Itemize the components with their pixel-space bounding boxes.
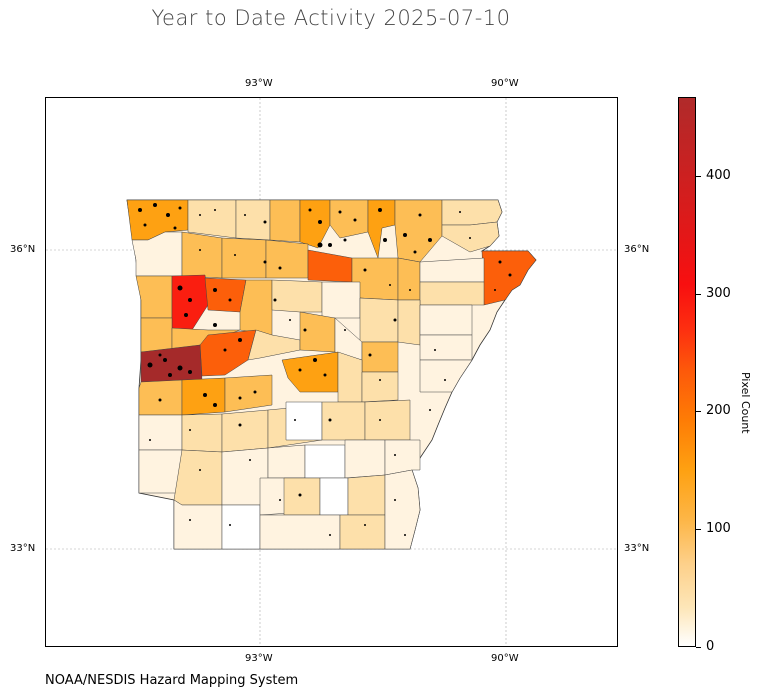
county xyxy=(271,279,323,313)
county xyxy=(138,414,183,451)
county xyxy=(299,311,336,353)
lat-label-left-33n: 33°N xyxy=(10,543,36,554)
county xyxy=(285,401,323,441)
county xyxy=(221,237,267,279)
county xyxy=(384,469,421,550)
county xyxy=(224,374,273,413)
county xyxy=(319,477,349,516)
county xyxy=(419,334,473,361)
county xyxy=(181,377,226,416)
county xyxy=(321,401,366,441)
county xyxy=(337,351,363,403)
colorbar-label-100: 100 xyxy=(706,521,731,536)
county xyxy=(283,477,321,516)
counties xyxy=(126,199,537,550)
county xyxy=(281,351,339,393)
county xyxy=(239,279,273,336)
county xyxy=(329,199,369,239)
colorbar xyxy=(678,97,696,647)
lat-label-right-36n: 36°N xyxy=(624,244,650,255)
colorbar-label-0: 0 xyxy=(706,639,715,654)
county xyxy=(265,239,309,279)
detections xyxy=(138,203,512,536)
colorbar-tick xyxy=(696,294,701,295)
county xyxy=(419,257,485,283)
colorbar-label-400: 400 xyxy=(706,168,731,183)
county xyxy=(173,449,223,506)
county xyxy=(181,231,223,279)
county xyxy=(419,359,473,393)
county xyxy=(361,371,399,403)
colorbar-tick xyxy=(696,176,701,177)
county xyxy=(299,199,331,249)
lat-label-right-33n: 33°N xyxy=(624,543,650,554)
colorbar-tick xyxy=(696,647,701,648)
county xyxy=(267,444,306,479)
county xyxy=(347,474,386,516)
county xyxy=(138,379,183,416)
county xyxy=(344,439,386,479)
lon-label-top-93w: 93°W xyxy=(245,78,273,89)
colorbar-tick xyxy=(696,411,701,412)
county xyxy=(321,281,361,319)
county xyxy=(384,439,421,476)
county xyxy=(441,221,500,253)
county xyxy=(339,514,386,550)
county xyxy=(364,399,411,441)
county xyxy=(304,444,346,479)
map-title: Year to Date Activity 2025-07-10 xyxy=(151,6,511,30)
credit-text: NOAA/NESDIS Hazard Mapping System xyxy=(45,673,299,688)
county xyxy=(419,304,473,336)
county xyxy=(173,499,223,550)
county xyxy=(221,504,261,550)
county xyxy=(359,297,399,343)
lon-label-bottom-93w: 93°W xyxy=(245,653,273,664)
colorbar-title: Pixel Count xyxy=(739,372,752,434)
colorbar-label-300: 300 xyxy=(706,286,731,301)
county xyxy=(140,317,173,353)
county xyxy=(481,250,537,306)
county xyxy=(138,449,183,494)
county xyxy=(259,514,341,550)
lon-label-bottom-90w: 90°W xyxy=(491,653,519,664)
colorbar-tick xyxy=(696,529,701,530)
colorbar-label-200: 200 xyxy=(706,403,731,418)
county xyxy=(269,199,301,243)
lat-label-left-36n: 36°N xyxy=(10,244,36,255)
county xyxy=(441,199,503,226)
county xyxy=(187,199,237,239)
county xyxy=(397,299,421,346)
county xyxy=(135,275,173,319)
county xyxy=(221,409,269,453)
county xyxy=(204,277,247,313)
lon-label-top-90w: 90°W xyxy=(491,78,519,89)
county xyxy=(361,341,399,373)
county xyxy=(181,413,223,453)
county xyxy=(419,281,485,306)
county xyxy=(235,199,271,241)
county xyxy=(397,257,421,301)
